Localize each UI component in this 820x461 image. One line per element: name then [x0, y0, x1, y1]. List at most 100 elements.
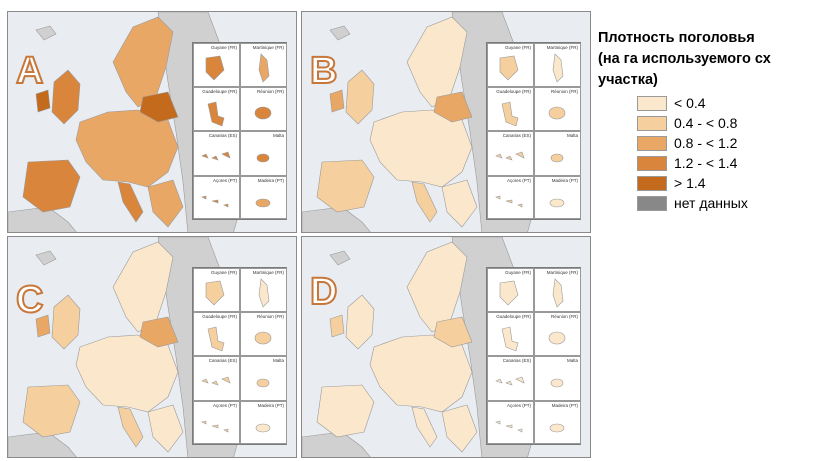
inset-malta: Malta — [534, 131, 581, 176]
inset-label: Malta — [566, 133, 578, 138]
inset-label: Réunion (FR) — [256, 314, 284, 319]
inset-reunion: Réunion (FR) — [534, 312, 581, 356]
inset-martinique: Martinique (FR) — [240, 268, 287, 312]
inset-label: Martinique (FR) — [546, 270, 578, 275]
inset-label: Réunion (FR) — [550, 314, 578, 319]
inset-label: Guadeloupe (FR) — [202, 89, 237, 94]
inset-maps: Guyane (FR) Martinique (FR) Guadeloupe (… — [486, 267, 581, 445]
inset-label: Canarias (ES) — [502, 133, 531, 138]
inset-label: Guadeloupe (FR) — [496, 314, 531, 319]
inset-acores: Açores (PT) — [193, 401, 240, 444]
legend-item: 1.2 - < 1.4 — [637, 153, 813, 173]
inset-canarias: Canarias (ES) — [487, 356, 534, 401]
map-panel-d: D Guyane (FR) Martinique (FR) Guadeloupe… — [301, 236, 591, 458]
inset-acores: Açores (PT) — [193, 176, 240, 219]
inset-maps: Guyane (FR) Martinique (FR) Guadeloupe (… — [192, 267, 287, 445]
inset-label: Açores (PT) — [212, 403, 237, 408]
inset-reunion: Réunion (FR) — [534, 87, 581, 131]
map-panel-b: B Guyane (FR) Martinique (FR) Guadeloupe… — [301, 11, 591, 233]
region-shape — [501, 326, 519, 352]
legend-item: 0.8 - < 1.2 — [637, 133, 813, 153]
region-shape — [201, 151, 231, 161]
inset-madeira: Madeira (PT) — [240, 176, 287, 219]
map-panel-c: C Guyane (FR) Martinique (FR) Guadeloupe… — [7, 236, 297, 458]
inset-label: Açores (PT) — [506, 178, 531, 183]
region-shape — [550, 378, 564, 388]
inset-label: Guyane (FR) — [504, 270, 531, 275]
inset-canarias: Canarias (ES) — [193, 356, 240, 401]
region-shape — [254, 331, 272, 345]
region-shape — [256, 378, 270, 388]
inset-acores: Açores (PT) — [487, 401, 534, 444]
region-shape — [207, 101, 225, 127]
region-shape — [207, 326, 225, 352]
inset-label: Malta — [272, 133, 284, 138]
inset-maps: Guyane (FR) Martinique (FR) Guadeloupe (… — [486, 42, 581, 220]
inset-label: Réunion (FR) — [550, 89, 578, 94]
region-shape — [495, 420, 523, 433]
inset-label: Guadeloupe (FR) — [496, 89, 531, 94]
panel-label: D — [309, 271, 338, 313]
inset-martinique: Martinique (FR) — [240, 43, 287, 87]
inset-reunion: Réunion (FR) — [240, 312, 287, 356]
region-shape — [255, 423, 271, 433]
region-shape — [205, 280, 225, 306]
inset-guadeloupe: Guadeloupe (FR) — [487, 312, 534, 356]
inset-label: Malta — [272, 358, 284, 363]
region-shape — [258, 53, 270, 83]
region-shape — [495, 151, 525, 161]
inset-malta: Malta — [240, 131, 287, 176]
region-shape — [256, 153, 270, 163]
region-shape — [255, 198, 271, 208]
inset-label: Madeira (PT) — [257, 178, 284, 183]
region-shape — [550, 153, 564, 163]
region-shape — [201, 420, 229, 433]
inset-reunion: Réunion (FR) — [240, 87, 287, 131]
inset-label: Madeira (PT) — [551, 178, 578, 183]
region-shape — [258, 278, 270, 308]
inset-guyane: Guyane (FR) — [487, 268, 534, 312]
inset-label: Guyane (FR) — [210, 270, 237, 275]
region-shape — [549, 423, 565, 433]
legend-swatch — [637, 115, 667, 131]
legend-swatch — [637, 155, 667, 171]
legend-swatch — [637, 175, 667, 191]
region-shape — [495, 376, 525, 386]
inset-canarias: Canarias (ES) — [487, 131, 534, 176]
map-legend: Плотность поголовья (на га используемого… — [598, 28, 813, 213]
inset-madeira: Madeira (PT) — [240, 401, 287, 444]
inset-guyane: Guyane (FR) — [193, 43, 240, 87]
region-shape — [552, 53, 564, 83]
region-shape — [254, 106, 272, 120]
inset-label: Réunion (FR) — [256, 89, 284, 94]
inset-maps: Guyane (FR) Martinique (FR) Guadeloupe (… — [192, 42, 287, 220]
inset-label: Canarias (ES) — [208, 133, 237, 138]
panel-label: A — [15, 50, 44, 92]
inset-malta: Malta — [534, 356, 581, 401]
inset-canarias: Canarias (ES) — [193, 131, 240, 176]
region-shape — [501, 101, 519, 127]
inset-label: Martinique (FR) — [546, 45, 578, 50]
panel-label: C — [15, 279, 44, 321]
region-shape — [499, 55, 519, 81]
region-shape — [201, 195, 229, 208]
inset-label: Malta — [566, 358, 578, 363]
inset-guyane: Guyane (FR) — [193, 268, 240, 312]
inset-martinique: Martinique (FR) — [534, 268, 581, 312]
region-shape — [495, 195, 523, 208]
inset-label: Canarias (ES) — [208, 358, 237, 363]
legend-label: > 1.4 — [674, 175, 706, 191]
inset-label: Martinique (FR) — [252, 45, 284, 50]
inset-label: Madeira (PT) — [257, 403, 284, 408]
legend-swatch — [637, 135, 667, 151]
inset-guyane: Guyane (FR) — [487, 43, 534, 87]
legend-swatch — [637, 195, 667, 211]
region-shape — [205, 55, 225, 81]
inset-label: Açores (PT) — [506, 403, 531, 408]
region-shape — [201, 376, 231, 386]
legend-label: < 0.4 — [674, 95, 706, 111]
inset-label: Martinique (FR) — [252, 270, 284, 275]
legend-item: 0.4 - < 0.8 — [637, 113, 813, 133]
inset-guadeloupe: Guadeloupe (FR) — [193, 312, 240, 356]
legend-label: нет данных — [674, 195, 748, 211]
